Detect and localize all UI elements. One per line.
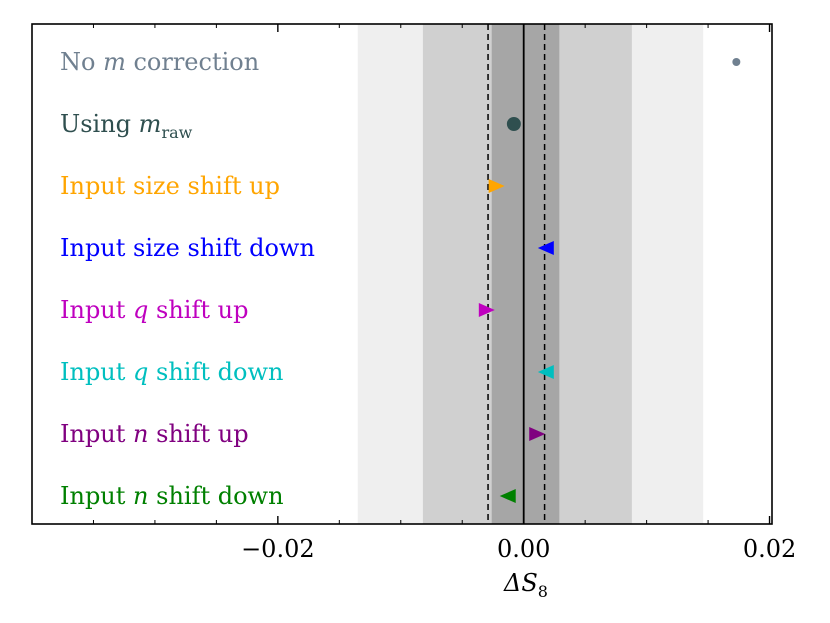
row-label-7: Input n shift up [60,420,249,448]
marker-7 [529,427,546,441]
row-label-8: Input n shift down [60,482,284,510]
row-label-4: Input size shift down [60,234,315,262]
tick-label-0: −0.02 [241,535,315,563]
row-labels: No m correction Using mraw Input size shif… [60,48,315,510]
marker-5 [478,303,495,317]
reference-lines [487,24,546,524]
marker-3 [488,179,505,193]
x-axis-ticks: −0.02 0.00 0.02 [92,24,796,563]
row-label-5: Input q shift up [60,296,248,324]
tick-label-1: 0.00 [497,535,550,563]
row-label-2: Using mraw [60,110,193,142]
tick-label-2: 0.02 [743,535,796,563]
row-label-3: Input size shift up [60,172,280,200]
marker-1 [732,58,741,66]
marker-4 [537,241,554,255]
marker-8 [499,489,516,503]
x-axis-label: ΔS8 [503,569,548,601]
plot-frame [31,23,773,525]
marker-2 [506,117,521,131]
row-label-1: No m correction [60,48,259,76]
row-label-6: Input q shift down [60,358,283,386]
uncertainty-bands [357,24,704,524]
data-markers [478,58,741,503]
marker-6 [537,365,554,379]
band-3 [491,24,560,524]
